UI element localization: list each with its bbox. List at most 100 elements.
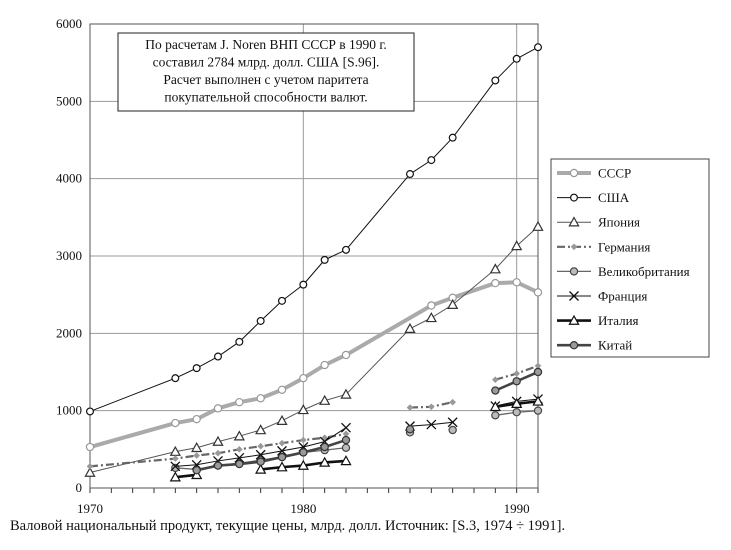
series-3-point [212, 435, 224, 446]
series-4-point [172, 455, 179, 462]
series-4-point [236, 446, 243, 453]
annotation-frame [117, 32, 415, 112]
series-4-point [428, 403, 435, 411]
series-5-point [491, 411, 500, 420]
x-marker-stroke [234, 452, 245, 463]
series-8-point [256, 457, 265, 466]
series-7-point [255, 463, 267, 474]
x-marker-stroke [170, 461, 181, 472]
series-4-point [534, 362, 542, 370]
series-2-point [256, 316, 265, 325]
series-3-point [233, 430, 245, 441]
chart-caption: Валовой национальный продукт, текущие це… [10, 518, 566, 534]
series-2-group [85, 43, 542, 416]
series-3-point [425, 312, 437, 323]
series-6-point [426, 419, 437, 430]
series-1-point [491, 278, 500, 288]
series-4-point [513, 370, 520, 377]
legend-swatch-marker [569, 341, 579, 350]
legend-item: Германия [557, 239, 650, 254]
series-4-point [492, 376, 499, 384]
series-6-point [447, 417, 458, 428]
series-1-point [277, 385, 287, 394]
legend: СССР США Япония Германия Великобритания Франц… [550, 158, 710, 358]
series-3-point [319, 394, 331, 405]
legend-label: Великобритания [598, 264, 690, 279]
series-1-group [85, 278, 543, 452]
series-8-point [277, 452, 287, 462]
series-4-point [278, 439, 286, 447]
series-3-point [84, 466, 96, 477]
series-1-point [192, 414, 201, 424]
series-8-point [341, 435, 351, 445]
series-2-point [512, 54, 521, 63]
y-tick-label: 2000 [56, 325, 82, 340]
series-3-line [89, 226, 539, 474]
series-4-point [406, 404, 414, 411]
series-1-point [512, 278, 521, 287]
series-5-point [171, 463, 180, 473]
legend-label: Италия [598, 313, 639, 328]
series-3-point [532, 220, 544, 231]
series-1-point [320, 360, 329, 370]
series-4-point [321, 434, 328, 442]
series-4-point [86, 463, 94, 470]
series-1-point [533, 288, 543, 297]
series-5-point [341, 443, 351, 452]
series-7-group [169, 395, 544, 482]
series-7-point [532, 395, 544, 406]
series-5-point [448, 425, 457, 435]
series-4-line [89, 432, 347, 468]
y-tick-label: 1000 [56, 403, 82, 418]
y-tick-label: 3000 [56, 248, 82, 263]
legend-swatch-marker [568, 216, 580, 227]
series-4-point [342, 430, 350, 438]
series-2-point [448, 133, 457, 142]
legend-label: Китай [598, 338, 632, 353]
legend-label: СССР [598, 166, 631, 181]
legend-item: СССР [557, 166, 631, 181]
series-8-point [320, 442, 329, 452]
plot-frame [89, 23, 539, 489]
series-2-point [491, 76, 500, 85]
series-8-point [192, 466, 201, 475]
series-8-point [533, 367, 543, 377]
x-marker-stroke [255, 449, 266, 460]
y-tick-label: 5000 [56, 93, 82, 108]
series-3-point [489, 263, 501, 274]
series-6-point [255, 449, 266, 460]
series-7-point [297, 459, 309, 470]
legend-label: Япония [598, 215, 640, 230]
legend-label: США [598, 190, 630, 205]
x-marker-stroke [341, 422, 351, 433]
series-4-point [193, 452, 200, 459]
series-2-point [214, 352, 223, 361]
series-5-group [171, 406, 543, 474]
series-1-point [256, 394, 265, 403]
series-1-point [299, 373, 308, 383]
legend-swatch-marker [568, 314, 580, 325]
series-7-point [340, 455, 352, 466]
series-8-point [213, 461, 223, 470]
series-3-point [297, 404, 309, 415]
series-5-point [512, 408, 521, 417]
series-6-point [170, 461, 181, 472]
series-4-point [300, 436, 307, 444]
series-8-point [512, 377, 521, 386]
legend-swatch-marker [569, 168, 579, 178]
y-tick-label: 0 [76, 480, 83, 495]
series-2-point [406, 170, 415, 179]
axes: 0 1000 2000 3000 4000 5000 6000 1970 1980 1990 [56, 16, 539, 516]
series-2-point [171, 374, 180, 383]
series-8-point [491, 386, 500, 395]
x-tick-label: 1980 [290, 501, 316, 516]
series-4-point [257, 442, 264, 450]
legend-swatch-marker [569, 291, 579, 301]
legend-item: Китай [557, 338, 632, 353]
series-6-point [234, 452, 245, 463]
legend-item: Италия [557, 313, 639, 328]
series-3-point [404, 322, 416, 333]
series-3-point [255, 424, 267, 435]
x-marker-stroke [447, 417, 458, 428]
annotation-line: составил 2784 млрд. долл. США [S.96]. [153, 55, 380, 70]
